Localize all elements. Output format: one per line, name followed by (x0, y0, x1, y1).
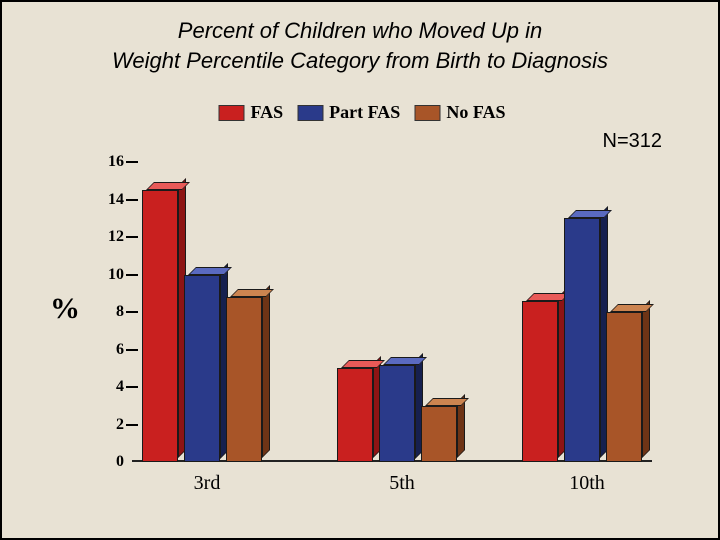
y-tick-label: 12 (84, 228, 124, 246)
x-category-label: 10th (522, 472, 652, 495)
y-tick-mark (126, 236, 138, 238)
y-tick-label: 8 (84, 303, 124, 321)
bar-front (142, 190, 178, 462)
bar (564, 218, 600, 462)
y-tick-label: 4 (84, 378, 124, 396)
bar (142, 190, 178, 462)
legend-label: No FAS (446, 102, 505, 123)
bar-side (262, 285, 270, 458)
bar-top (383, 357, 427, 365)
y-tick-label: 2 (84, 416, 124, 434)
bar (606, 312, 642, 462)
legend-item: No FAS (414, 102, 505, 123)
bar (184, 275, 220, 463)
y-axis-title: % (50, 292, 80, 326)
y-tick-label: 14 (84, 191, 124, 209)
bar (226, 297, 262, 462)
y-tick-label: 10 (84, 266, 124, 284)
y-tick-mark (126, 386, 138, 388)
legend-label: Part FAS (329, 102, 400, 123)
legend-swatch (219, 105, 245, 121)
bar (421, 406, 457, 462)
bar-top (188, 267, 232, 275)
bar-top (425, 398, 469, 406)
y-tick-label: 16 (84, 153, 124, 171)
bar-front (564, 218, 600, 462)
y-tick-mark (126, 161, 138, 163)
bar (379, 365, 415, 463)
y-tick-label: 0 (84, 453, 124, 471)
y-tick-mark (126, 424, 138, 426)
y-tick-mark (126, 274, 138, 276)
legend-swatch (414, 105, 440, 121)
legend: FAS Part FAS No FAS (219, 102, 506, 123)
x-category-label: 3rd (142, 472, 272, 495)
y-tick-mark (126, 199, 138, 201)
bar-front (606, 312, 642, 462)
bar (337, 368, 373, 462)
y-tick-mark (126, 349, 138, 351)
y-tick-mark (126, 311, 138, 313)
chart-area: FASPart FASNo FAS N=312 % 02468101214163… (52, 102, 672, 522)
legend-item: Part FAS (297, 102, 400, 123)
legend-item: FAS (219, 102, 284, 123)
plot-region: 02468101214163rd5th10th (132, 162, 652, 462)
bar-front (226, 297, 262, 462)
legend-label: FAS (251, 102, 284, 123)
bar (522, 301, 558, 462)
bar-front (522, 301, 558, 462)
slide-title: Percent of Children who Moved Up in Weig… (2, 2, 718, 79)
title-line-1: Percent of Children who Moved Up in (178, 18, 542, 43)
bar-side (642, 300, 650, 458)
slide-frame: Percent of Children who Moved Up in Weig… (0, 0, 720, 540)
y-tick-label: 6 (84, 341, 124, 359)
bar-front (337, 368, 373, 462)
legend-swatch (297, 105, 323, 121)
n-label: N=312 (603, 130, 663, 153)
x-category-label: 5th (337, 472, 467, 495)
title-line-2: Weight Percentile Category from Birth to… (112, 48, 608, 73)
bar-front (184, 275, 220, 463)
bar-front (421, 406, 457, 462)
bar-front (379, 365, 415, 463)
